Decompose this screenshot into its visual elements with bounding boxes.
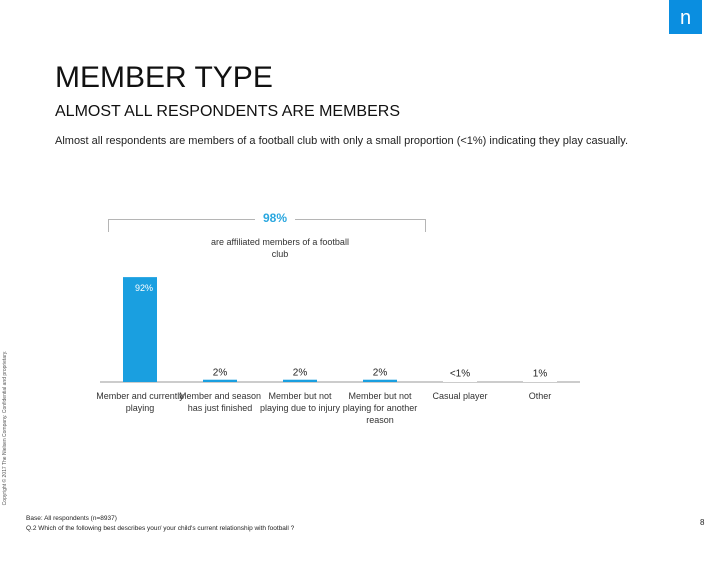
page-subtitle: ALMOST ALL RESPONDENTS ARE MEMBERS <box>55 103 400 120</box>
category-label-4: Casual player <box>432 391 488 401</box>
data-label-4: <1% <box>450 369 470 380</box>
bar-3 <box>363 379 397 382</box>
footer-question: Q.2 Which of the following best describe… <box>26 525 295 532</box>
bar-5 <box>523 380 557 382</box>
member-type-bar-chart: 92% 2% 2% 2% <1% 1% <box>100 277 580 383</box>
category-label-3: Member but not playing for another reaso… <box>342 391 418 425</box>
data-label-3: 2% <box>373 368 388 379</box>
group-total-text: are affiliated members of a football clu… <box>211 237 349 259</box>
page-number: 8 <box>700 518 705 527</box>
category-label-1: Member and season has just finished <box>178 391 262 413</box>
bar-1 <box>203 379 237 382</box>
page-description: Almost all respondents are members of a … <box>55 135 628 147</box>
bar-4 <box>443 380 477 382</box>
footer-base: Base: All respondents (n=8937) <box>26 515 117 522</box>
category-label-5: Other <box>528 391 552 401</box>
data-label-1: 2% <box>213 368 228 379</box>
page-title: MEMBER TYPE <box>55 61 273 94</box>
category-label-2: Member but not playing due to injury <box>259 391 341 413</box>
category-label-0: Member and currently playing <box>96 391 184 413</box>
data-label-0: 92% <box>135 283 153 293</box>
bar-0 <box>123 277 157 382</box>
bar-2 <box>283 379 317 382</box>
nielsen-logo: n <box>669 0 702 34</box>
data-label-5: 1% <box>533 369 548 380</box>
footer: Base: All respondents (n=8937) Q.2 Which… <box>26 514 294 534</box>
data-label-2: 2% <box>293 368 308 379</box>
group-total-label: 98% <box>255 211 295 225</box>
